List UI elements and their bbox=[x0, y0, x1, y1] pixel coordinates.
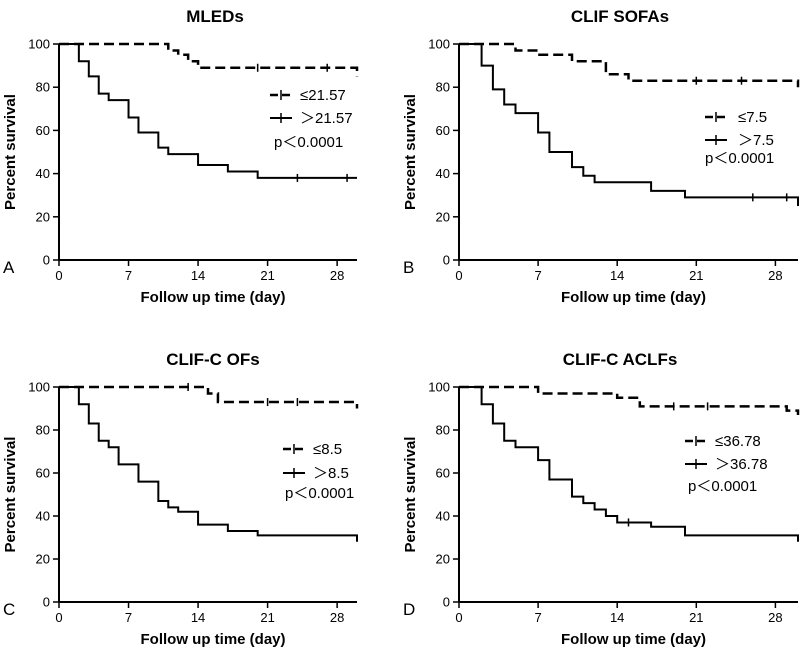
chart-title: CLIF-C OFs bbox=[166, 350, 260, 369]
y-tick-label: 60 bbox=[36, 123, 50, 138]
y-tick-label: 0 bbox=[443, 253, 450, 268]
p-value-label: p＜0.0001 bbox=[274, 134, 343, 151]
x-tick-label: 21 bbox=[689, 268, 703, 283]
y-tick-label: 20 bbox=[36, 209, 50, 224]
legend-label: ≤36.78 bbox=[715, 433, 761, 450]
y-tick-label: 40 bbox=[436, 166, 450, 181]
panel-label: D bbox=[403, 600, 415, 619]
x-tick-label: 28 bbox=[330, 268, 344, 283]
panel-label: B bbox=[403, 258, 414, 277]
x-tick-label: 21 bbox=[260, 610, 274, 625]
legend-label: ＞7.5 bbox=[738, 132, 774, 149]
legend-label: ＞21.57 bbox=[300, 110, 353, 127]
p-value-label: p＜0.0001 bbox=[688, 478, 757, 495]
y-tick-label: 100 bbox=[28, 37, 50, 52]
y-axis-label: Percent survival bbox=[402, 94, 419, 210]
y-tick-label: 60 bbox=[36, 466, 50, 481]
y-tick-label: 20 bbox=[36, 552, 50, 567]
legend-label: ＞8.5 bbox=[313, 465, 349, 482]
y-tick-label: 100 bbox=[428, 37, 450, 52]
y-tick-label: 80 bbox=[436, 80, 450, 95]
x-tick-label: 7 bbox=[125, 610, 132, 625]
legend-label: ≤21.57 bbox=[300, 87, 346, 104]
chart-title: CLIF SOFAs bbox=[571, 7, 669, 26]
x-tick-label: 28 bbox=[768, 610, 782, 625]
y-tick-label: 60 bbox=[436, 123, 450, 138]
p-value-label: p＜0.0001 bbox=[705, 150, 774, 167]
y-tick-label: 60 bbox=[436, 466, 450, 481]
x-axis-label: Follow up time (day) bbox=[561, 289, 706, 306]
x-tick-label: 7 bbox=[534, 268, 541, 283]
x-tick-label: 14 bbox=[191, 610, 205, 625]
panel-label: A bbox=[3, 258, 15, 277]
legend-label: ≤7.5 bbox=[738, 109, 767, 126]
survival-curve-low bbox=[59, 42, 359, 77]
x-tick-label: 7 bbox=[534, 610, 541, 625]
x-tick-label: 14 bbox=[610, 610, 624, 625]
legend-label: ≤8.5 bbox=[313, 441, 342, 458]
y-tick-label: 0 bbox=[443, 595, 450, 610]
x-tick-label: 28 bbox=[330, 610, 344, 625]
survival-curve-high bbox=[459, 43, 799, 206]
x-axis-label: Follow up time (day) bbox=[141, 289, 286, 306]
y-tick-label: 80 bbox=[36, 80, 50, 95]
survival-curve-low bbox=[59, 385, 359, 409]
chart-panel-d: CLIF-C ACLFs D 0 20 40 60 80 100 0 7 14 21 28 Follow … bbox=[402, 350, 800, 648]
y-tick-label: 0 bbox=[43, 595, 50, 610]
x-tick-label: 0 bbox=[455, 610, 462, 625]
chart-panel-a: MLEDs A 0 20 40 60 80 100 0 7 14 21 28 Follow up time… bbox=[2, 7, 359, 306]
x-tick-label: 0 bbox=[455, 268, 462, 283]
chart-panel-c: CLIF-C OFs C 0 20 40 60 80 100 0 7 14 21 28 Follow up… bbox=[2, 350, 359, 648]
x-tick-label: 0 bbox=[55, 610, 62, 625]
x-axis-label: Follow up time (day) bbox=[561, 631, 706, 648]
y-tick-label: 40 bbox=[36, 509, 50, 524]
x-tick-label: 21 bbox=[689, 610, 703, 625]
y-tick-label: 20 bbox=[436, 552, 450, 567]
y-tick-label: 0 bbox=[43, 253, 50, 268]
x-tick-label: 0 bbox=[55, 268, 62, 283]
x-tick-label: 21 bbox=[260, 268, 274, 283]
y-tick-label: 100 bbox=[28, 380, 50, 395]
chart-title: CLIF-C ACLFs bbox=[563, 350, 678, 369]
x-tick-label: 14 bbox=[191, 268, 205, 283]
chart-title: MLEDs bbox=[186, 7, 244, 26]
p-value-label: p＜0.0001 bbox=[285, 485, 354, 502]
y-tick-label: 20 bbox=[436, 209, 450, 224]
y-axis-label: Percent survival bbox=[2, 94, 19, 210]
survival-curve-low bbox=[459, 42, 800, 88]
survival-curve-high bbox=[59, 43, 357, 179]
x-axis-label: Follow up time (day) bbox=[141, 631, 286, 648]
survival-curve-low bbox=[459, 385, 800, 415]
x-tick-label: 7 bbox=[125, 268, 132, 283]
chart-panel-b: CLIF SOFAs B 0 20 40 60 80 100 0 7 14 21 28 Follow up… bbox=[402, 7, 800, 306]
y-tick-label: 40 bbox=[436, 509, 450, 524]
y-tick-label: 80 bbox=[36, 423, 50, 438]
x-tick-label: 28 bbox=[768, 268, 782, 283]
x-tick-label: 14 bbox=[610, 268, 624, 283]
survival-curve-high bbox=[459, 386, 799, 542]
legend-label: ＞36.78 bbox=[715, 456, 768, 473]
y-tick-label: 40 bbox=[36, 166, 50, 181]
survival-curve-high bbox=[59, 386, 358, 542]
y-axis-label: Percent survival bbox=[2, 437, 19, 553]
y-axis-label: Percent survival bbox=[402, 437, 419, 553]
y-tick-label: 80 bbox=[436, 423, 450, 438]
panel-label: C bbox=[3, 600, 15, 619]
y-tick-label: 100 bbox=[428, 380, 450, 395]
